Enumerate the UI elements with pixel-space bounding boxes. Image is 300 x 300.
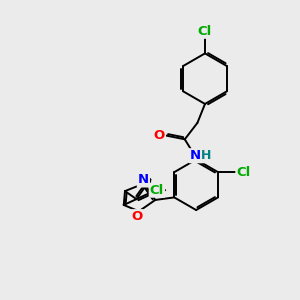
Text: Cl: Cl [236, 166, 250, 178]
Text: N: N [189, 149, 200, 162]
Text: N: N [138, 173, 149, 186]
Text: Cl: Cl [198, 25, 212, 38]
Text: O: O [132, 210, 143, 223]
Text: O: O [154, 129, 165, 142]
Text: H: H [201, 149, 211, 162]
Text: Cl: Cl [150, 184, 164, 197]
